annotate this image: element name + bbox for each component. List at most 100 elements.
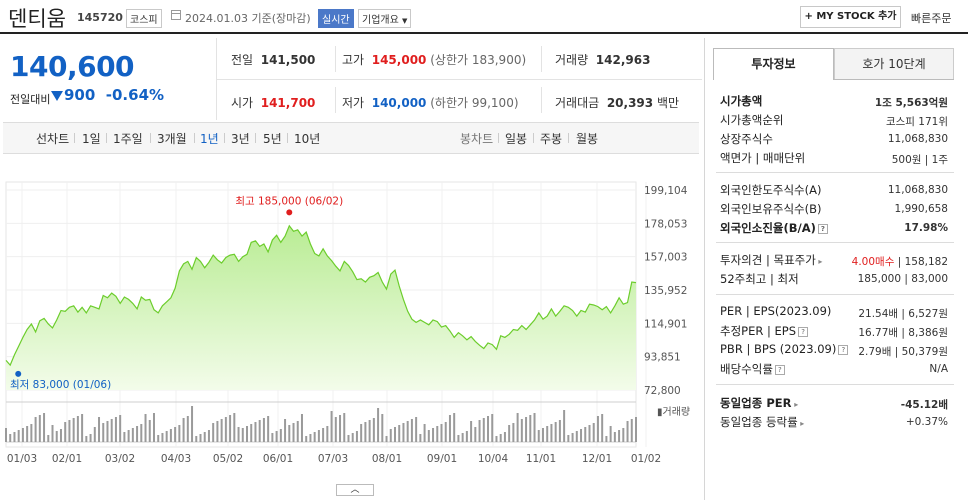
- price-area: [5, 224, 637, 390]
- tab-period-5y[interactable]: 5년: [263, 132, 282, 146]
- volume-bar: [85, 436, 88, 442]
- volume-bar: [169, 429, 172, 442]
- info-label: 외국인보유주식수(B): [720, 202, 822, 216]
- help-icon[interactable]: ?: [798, 326, 809, 337]
- volume-bar: [410, 419, 413, 442]
- volume-bar: [246, 426, 249, 442]
- volume-bar: [186, 416, 189, 442]
- tab-period-1y[interactable]: 1년: [200, 132, 219, 146]
- volume-bar: [347, 435, 350, 442]
- x-tick-label: 10/04: [478, 453, 509, 465]
- volume-bar: [157, 435, 160, 442]
- volume-bar: [68, 420, 71, 442]
- low-price: 저가 140,000 (하한가 99,100): [342, 96, 519, 110]
- y-tick-label: 135,952: [644, 285, 687, 297]
- x-tick-label: 04/03: [161, 453, 191, 465]
- volume-bar: [51, 425, 54, 442]
- help-icon[interactable]: ?: [838, 344, 849, 355]
- volume-bar: [389, 429, 392, 442]
- volume-bar: [237, 427, 240, 442]
- volume-bar: [305, 436, 308, 442]
- my-stock-add-button[interactable]: + MY STOCK 추가: [800, 6, 901, 28]
- info-label: 액면가 | 매매단위: [720, 151, 806, 165]
- volume-bar: [110, 419, 113, 442]
- realtime-button[interactable]: 실시간: [318, 9, 354, 28]
- candle-chart-label: 봉차트: [460, 132, 494, 146]
- tab-candle-daily[interactable]: 일봉: [505, 132, 528, 146]
- volume-bar: [106, 421, 109, 442]
- volume-bar: [334, 417, 337, 442]
- tab-investment-info[interactable]: 투자정보: [713, 48, 834, 80]
- tab-period-3m[interactable]: 3개월: [157, 132, 187, 146]
- tab-order-book[interactable]: 호가 10단계: [834, 48, 954, 80]
- volume-bar: [161, 433, 164, 442]
- volume-bar: [313, 432, 316, 442]
- volume-bar: [207, 430, 210, 442]
- volume-bar: [26, 426, 29, 442]
- volume-bar: [131, 428, 134, 442]
- extreme-markers: 최고 185,000 (06/02) 최저 83,000 (01/06): [10, 195, 343, 391]
- chevron-down-icon: ▼: [402, 17, 408, 25]
- volume-bar: [148, 420, 151, 442]
- x-tick-label: 06/01: [263, 453, 293, 465]
- divider: [74, 133, 75, 143]
- volume-bar: [241, 428, 244, 442]
- volume-bar: [224, 417, 227, 442]
- volume-bar: [482, 418, 485, 442]
- volume-bar: [191, 406, 194, 442]
- company-overview-dropdown[interactable]: 기업개요 ▼: [358, 9, 412, 28]
- volume-bar: [89, 434, 92, 442]
- volume-bar: [596, 416, 599, 442]
- info-label: 투자의견 | 목표주가 ▸: [720, 253, 823, 267]
- info-value: 11,068,830: [887, 184, 948, 196]
- tab-period-3y[interactable]: 3년: [231, 132, 250, 146]
- volume-bar: [554, 422, 557, 442]
- volume-bar: [229, 415, 232, 442]
- info-label: 배당수익률?: [720, 361, 785, 377]
- volume-bar: [182, 418, 185, 442]
- volume-bar: [271, 433, 274, 442]
- tab-period-1w[interactable]: 1주일: [113, 132, 143, 146]
- help-icon[interactable]: ?: [817, 223, 828, 234]
- price-chart[interactable]: 199,104 178,053 157,003 135,952 114,901 93,85…: [0, 156, 700, 486]
- price-line: [5, 224, 637, 367]
- info-value: 500원 | 1주: [891, 154, 948, 166]
- volume-bar: [288, 425, 291, 442]
- volume-bar: [178, 425, 181, 442]
- volume-bar: [580, 429, 583, 442]
- volume-bar: [402, 423, 405, 442]
- caret-right-icon: ▸: [797, 419, 805, 428]
- volume-bar: [258, 420, 261, 442]
- volume-bar: [309, 434, 312, 442]
- help-icon[interactable]: ?: [774, 364, 785, 375]
- volume-bar: [300, 414, 303, 442]
- volume-bar: [571, 433, 574, 442]
- volume-bar: [34, 417, 37, 442]
- volume-bar: [419, 434, 422, 442]
- volume-bar: [563, 410, 566, 442]
- info-label: 상장주식수: [720, 132, 773, 146]
- tab-candle-monthly[interactable]: 월봉: [576, 132, 599, 146]
- volume-bar: [212, 423, 215, 442]
- volume-bar: [296, 421, 299, 442]
- volume-bar: [427, 430, 430, 442]
- tab-candle-weekly[interactable]: 주봉: [540, 132, 563, 146]
- tab-period-10y[interactable]: 10년: [294, 132, 321, 146]
- right-panel: [704, 38, 968, 500]
- info-value: 16.77배 | 8,386원: [858, 327, 948, 339]
- tab-period-1d[interactable]: 1일: [82, 132, 101, 146]
- quick-order-button[interactable]: 빠른주문: [911, 12, 952, 25]
- collapse-chart-button[interactable]: ︿: [336, 484, 374, 496]
- volume-bar: [144, 414, 147, 442]
- info-label: PER | EPS(2023.09): [720, 304, 832, 318]
- price-area-fill: [6, 225, 636, 390]
- x-axis-labels: 01/03 02/01 03/02 04/03 05/02 06/01 07/03 08/01…: [7, 453, 661, 465]
- volume-bar: [38, 415, 41, 442]
- x-tick-label: 11/01: [526, 453, 556, 465]
- volume-bar: [81, 414, 84, 442]
- info-value: 21.54배 | 6,527원: [858, 308, 948, 320]
- plus-icon: +: [804, 11, 817, 22]
- y-tick-label: 178,053: [644, 218, 687, 230]
- info-value: 4.00매수 | 158,182: [851, 256, 948, 268]
- x-tick-label: 02/01: [52, 453, 82, 465]
